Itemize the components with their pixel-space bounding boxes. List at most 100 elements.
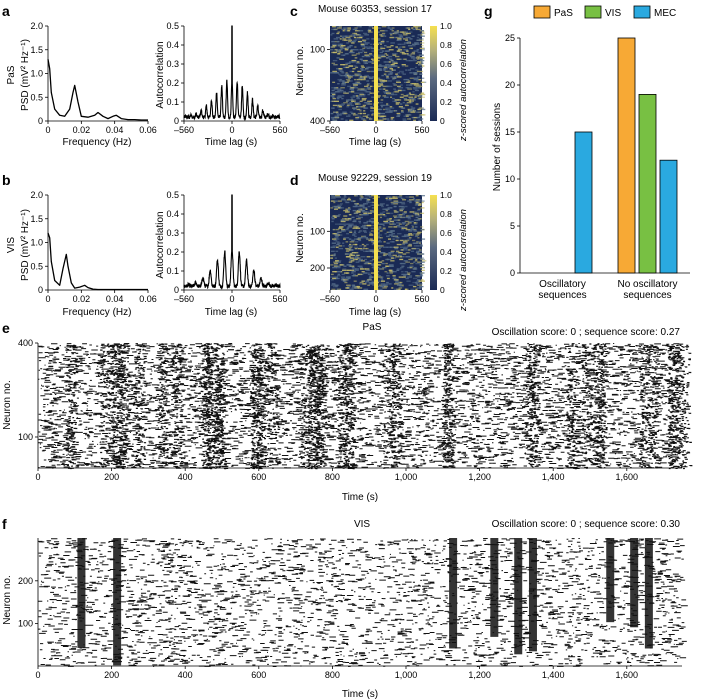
c-heatmap-cell (343, 27, 347, 29)
c-heatmap-cell (347, 28, 351, 31)
c-heatmap-cell (342, 81, 346, 83)
c-heatmap-cell (400, 107, 406, 109)
d-heatmap-cell (405, 196, 410, 198)
d-heatmap-cell (379, 288, 383, 290)
c-heatmap-cell (381, 50, 385, 52)
d-heatmap-cell (385, 262, 388, 265)
d-heatmap-cell (351, 271, 356, 273)
d-heatmap-cell (419, 283, 423, 285)
d-heatmap-cell (421, 201, 424, 204)
d-heatmap-cell (377, 235, 380, 238)
d-heatmap-cell (357, 265, 363, 267)
d-heatmap-cell (370, 272, 376, 274)
g-bars-ytick-label: 20 (505, 80, 515, 90)
c-heatmap-cell (331, 46, 336, 48)
b-psd-ytick-label: 1.5 (30, 214, 43, 224)
d-heatmap-cell (357, 273, 363, 276)
d-heatmap-cell (356, 218, 361, 220)
d-heatmap-cell (407, 266, 411, 269)
c-heatmap-cell (405, 69, 408, 71)
d-heatmap-cell (369, 209, 373, 212)
c-heatmap-cell (421, 31, 425, 33)
c-heatmap-cell (411, 27, 414, 29)
d-heatmap-cell (342, 245, 345, 247)
d-heatmap-colorbar-tick: 0.8 (440, 209, 452, 219)
e-raster-xtick-label: 800 (325, 472, 340, 482)
c-heatmap-cell (367, 83, 370, 85)
c-heatmap-cell (354, 65, 357, 67)
c-heatmap-cell (420, 30, 425, 32)
d-heatmap-cell (396, 284, 402, 286)
c-heatmap-cell (356, 106, 359, 108)
d-heatmap-cell (406, 223, 410, 225)
c-heatmap-cell (360, 106, 366, 108)
c-heatmap-cell (413, 26, 417, 28)
c-heatmap-cell (351, 42, 355, 44)
c-heatmap-cell (358, 74, 362, 77)
a-autocorr-series-line (183, 25, 281, 122)
d-heatmap-cell (358, 260, 362, 262)
c-heatmap-cell (363, 76, 368, 78)
c-heatmap-xtick-label: 0 (373, 125, 378, 135)
d-heatmap-cell (386, 281, 389, 284)
c-heatmap-cell (413, 50, 419, 52)
d-heatmap-cell (393, 203, 399, 205)
d-heatmap-cell (417, 250, 422, 252)
c-heatmap-cell (382, 118, 387, 120)
d-heatmap-cell (353, 231, 356, 233)
d-heatmap-cell (359, 208, 363, 210)
c-heatmap-cell (376, 59, 380, 62)
c-heatmap-cell (376, 39, 381, 41)
c-heatmap-cell (350, 34, 356, 36)
d-heatmap-cell (352, 275, 356, 277)
c-heatmap-cell (419, 58, 424, 60)
d-heatmap-cell (384, 271, 388, 273)
c-heatmap-cell (367, 28, 372, 31)
c-heatmap-cell (354, 81, 357, 83)
d-heatmap-cell (354, 235, 357, 238)
c-heatmap-cell (393, 84, 398, 86)
d-heatmap-cell (411, 239, 416, 242)
c-heatmap-cell (397, 43, 402, 45)
c-heatmap-center-band (374, 26, 378, 121)
c-heatmap-cell (386, 40, 389, 43)
g-bars-category-label: No oscillatory (617, 279, 677, 290)
d-heatmap-cell (378, 246, 382, 248)
c-heatmap-cell (356, 97, 360, 100)
c-heatmap-cell (345, 119, 348, 121)
c-heatmap-cell (414, 43, 420, 45)
c-heatmap-cell (394, 36, 397, 39)
d-heatmap-cell (355, 256, 359, 258)
d-heatmap-cell (353, 200, 356, 202)
d-heatmap-cell (399, 258, 404, 261)
d-heatmap-cell (334, 276, 338, 278)
d-heatmap-cell (379, 203, 385, 205)
c-heatmap-cell (396, 115, 400, 117)
d-heatmap-cell (345, 211, 349, 213)
c-heatmap-cell (370, 110, 375, 112)
d-heatmap-cell (415, 283, 419, 285)
d-heatmap-cell (335, 215, 340, 217)
c-heatmap-cell (361, 88, 365, 90)
c-heatmap-cell (354, 102, 357, 104)
d-heatmap-cell (350, 249, 354, 251)
d-heatmap-cell (376, 280, 381, 282)
c-heatmap-cell (420, 81, 425, 83)
c-heatmap-cell (407, 69, 411, 71)
d-heatmap-cell (369, 211, 374, 213)
d-heatmap-cell (417, 279, 421, 281)
d-heatmap-cell (344, 228, 349, 231)
c-heatmap-cell (360, 65, 364, 67)
f-raster-burst (514, 538, 523, 655)
d-heatmap-cell (385, 197, 388, 200)
d-heatmap-cell (333, 208, 339, 210)
c-heatmap-cell (417, 51, 422, 54)
d-heatmap-cell (408, 215, 412, 217)
d-heatmap-colorbar (430, 195, 437, 290)
d-heatmap-cell (334, 223, 340, 225)
d-heatmap-cell (393, 288, 399, 290)
c-heatmap-cell (409, 72, 415, 74)
d-heatmap-cell (412, 277, 418, 280)
d-heatmap-cell (351, 287, 356, 289)
